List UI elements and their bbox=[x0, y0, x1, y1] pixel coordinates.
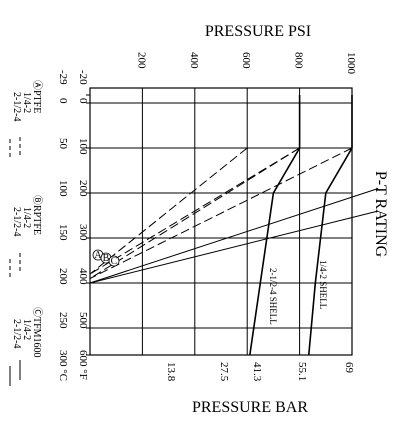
bottom-axis-ticks: 13.8 27.5 41.3 55.1 69 bbox=[165, 362, 355, 382]
tc-tick-150: 150 bbox=[57, 224, 69, 241]
legend-material-c: ⒸTFM1600 bbox=[31, 307, 43, 358]
tf-tick-200: 200 bbox=[77, 180, 89, 197]
tc-tick-0: 0 bbox=[57, 98, 69, 104]
tc-tick-300: 300 °C bbox=[57, 350, 69, 381]
legend-material-b: ⒷRPTFE bbox=[31, 195, 43, 235]
bottom-tick-55-1: 55.1 bbox=[296, 362, 308, 381]
tf-tick-100: 100 bbox=[77, 138, 89, 155]
legend-b-size-2: 2-1/2-4 bbox=[11, 207, 22, 236]
tf-tick-300: 300 bbox=[77, 224, 89, 241]
temp-c-axis-ticks: -29 0 50 100 150 200 250 300 °C bbox=[57, 70, 69, 381]
marker-label-B: B bbox=[103, 253, 110, 264]
series-line-1 bbox=[249, 95, 301, 356]
top-axis-ticks: 200 400 600 800 1000 bbox=[135, 52, 357, 75]
series-line-4 bbox=[89, 147, 353, 279]
shell-label-2-1-2-4: 2-1/2-4 SHELL bbox=[268, 268, 278, 325]
legend: ⒶPTFE 1/4-2 2-1/2-4 ⒷRPTFE 1/4-2 2-1/2-4… bbox=[9, 80, 43, 386]
series-line-3 bbox=[89, 147, 248, 275]
tf-tick-400: 400 bbox=[77, 268, 89, 285]
marker-label-C: C bbox=[111, 256, 118, 267]
series-line-2 bbox=[89, 147, 300, 275]
temp-f-axis-ticks: -20 0 100 200 300 400 500 600 °F bbox=[77, 70, 89, 380]
shell-label-1-4-2: 1/4-2 SHELL bbox=[318, 260, 328, 309]
tf-tick-0: 0 bbox=[77, 98, 89, 104]
legend-c-size-2: 2-1/2-4 bbox=[11, 319, 22, 348]
top-tick-400: 400 bbox=[188, 52, 200, 69]
bottom-tick-27-5: 27.5 bbox=[218, 362, 230, 382]
bottom-tick-41-3: 41.3 bbox=[251, 362, 263, 382]
curve-labels: 2-1/2-4 SHELL 1/4-2 SHELL bbox=[268, 260, 328, 325]
tf-tick-600: 600 °F bbox=[77, 350, 89, 380]
legend-material-a: ⒶPTFE bbox=[31, 80, 43, 113]
top-tick-800: 800 bbox=[293, 52, 305, 69]
top-axis-title: PRESSURE PSI bbox=[205, 23, 311, 40]
top-tick-200: 200 bbox=[135, 52, 147, 69]
marker-circle-C bbox=[108, 255, 120, 267]
tf-tick-m20: -20 bbox=[77, 70, 89, 85]
tc-tick-50: 50 bbox=[57, 138, 69, 150]
series-line-7 bbox=[89, 210, 379, 284]
series-line-5 bbox=[89, 147, 300, 279]
series-line-6 bbox=[89, 188, 379, 284]
legend-b-size-1: 1/4-2 bbox=[21, 207, 32, 228]
top-tick-1000: 1000 bbox=[345, 52, 357, 75]
bottom-axis-title: PRESSURE BAR bbox=[192, 399, 308, 416]
tc-tick-250: 250 bbox=[57, 312, 69, 329]
top-tick-600: 600 bbox=[240, 52, 252, 69]
legend-a-size-1: 1/4-2 bbox=[21, 92, 32, 113]
tc-tick-m29: -29 bbox=[57, 70, 69, 85]
tc-tick-100: 100 bbox=[57, 180, 69, 197]
chart-title: P-T RATING bbox=[372, 171, 389, 258]
tf-tick-500: 500 bbox=[77, 312, 89, 329]
bottom-tick-69: 69 bbox=[343, 362, 355, 374]
marker-label-A: A bbox=[94, 250, 102, 261]
series-line-0 bbox=[307, 95, 353, 356]
plot-area bbox=[86, 87, 379, 356]
legend-c-size-1: 1/4-2 bbox=[21, 319, 32, 340]
bottom-tick-13-8: 13.8 bbox=[165, 362, 177, 382]
tc-tick-200: 200 bbox=[57, 268, 69, 285]
legend-a-size-2: 2-1/2-4 bbox=[11, 92, 22, 121]
